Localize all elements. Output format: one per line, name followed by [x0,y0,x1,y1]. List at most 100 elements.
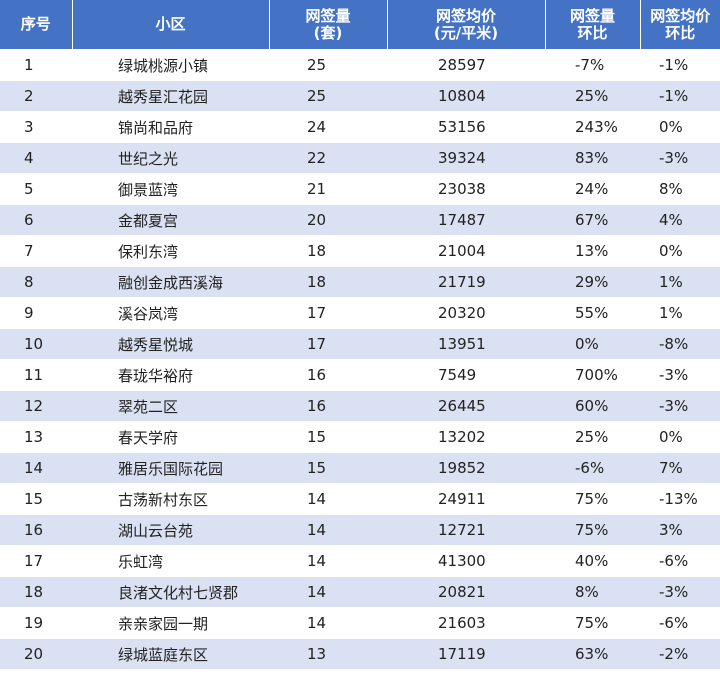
rank-cell: 7 [0,235,72,267]
rank-cell: 16 [0,514,72,546]
count-cell: 16 [269,390,387,422]
price-cell: 13202 [387,421,545,453]
table-row: 2 越秀星汇花园 25 10804 25% -1% [0,80,720,112]
price-mom-cell: 0% [640,111,720,143]
price-mom-cell: -8% [640,328,720,360]
table-row: 20 绿城蓝庭东区 13 17119 63% -2% [0,638,720,670]
price-cell: 17487 [387,204,545,236]
table-row: 8 融创金成西溪海 18 21719 29% 1% [0,266,720,298]
header-count: 网签量 (套) [269,0,388,50]
price-cell: 19852 [387,452,545,484]
price-cell: 41300 [387,545,545,577]
table-row: 14 雅居乐国际花园 15 19852 -6% 7% [0,452,720,484]
count-cell: 18 [269,235,387,267]
community-cell: 御景蓝湾 [72,173,269,205]
count-cell: 22 [269,142,387,174]
price-mom-cell: -3% [640,142,720,174]
count-cell: 15 [269,452,387,484]
price-cell: 17119 [387,638,545,670]
table-row: 18 良渚文化村七贤郡 14 20821 8% -3% [0,576,720,608]
count-mom-cell: 67% [545,204,640,236]
community-cell: 亲亲家园一期 [72,607,269,639]
community-cell: 越秀星悦城 [72,328,269,360]
community-cell: 金都夏宫 [72,204,269,236]
count-mom-cell: -6% [545,452,640,484]
count-cell: 25 [269,49,387,81]
price-cell: 12721 [387,514,545,546]
price-cell: 21603 [387,607,545,639]
price-mom-cell: 1% [640,266,720,298]
table-row: 15 古荡新村东区 14 24911 75% -13% [0,483,720,515]
community-cell: 绿城桃源小镇 [72,49,269,81]
table-row: 4 世纪之光 22 39324 83% -3% [0,142,720,174]
count-mom-cell: 75% [545,607,640,639]
price-mom-cell: 0% [640,421,720,453]
count-mom-cell: 0% [545,328,640,360]
price-mom-cell: -2% [640,638,720,670]
price-mom-cell: 0% [640,235,720,267]
table-row: 11 春珑华裕府 16 7549 700% -3% [0,359,720,391]
header-price-mom: 网签均价 环比 [640,0,720,50]
count-mom-cell: 8% [545,576,640,608]
rank-cell: 17 [0,545,72,577]
count-mom-cell: 75% [545,514,640,546]
table-row: 19 亲亲家园一期 14 21603 75% -6% [0,607,720,639]
table-row: 17 乐虹湾 14 41300 40% -6% [0,545,720,577]
table-row: 13 春天学府 15 13202 25% 0% [0,421,720,453]
price-cell: 21719 [387,266,545,298]
rank-cell: 1 [0,49,72,81]
community-cell: 世纪之光 [72,142,269,174]
price-mom-cell: -13% [640,483,720,515]
community-cell: 绿城蓝庭东区 [72,638,269,670]
count-mom-cell: 75% [545,483,640,515]
community-cell: 湖山云台苑 [72,514,269,546]
count-cell: 13 [269,638,387,670]
count-cell: 14 [269,576,387,608]
rank-cell: 18 [0,576,72,608]
community-cell: 溪谷岚湾 [72,297,269,329]
price-mom-cell: -6% [640,607,720,639]
count-mom-cell: 24% [545,173,640,205]
price-mom-cell: 1% [640,297,720,329]
count-mom-cell: 40% [545,545,640,577]
community-cell: 锦尚和品府 [72,111,269,143]
price-cell: 26445 [387,390,545,422]
ranking-table: 序号 小区 网签量 (套) 网签均价 (元/平米) 网签量 环比 网签均价 环比… [0,0,720,670]
community-cell: 保利东湾 [72,235,269,267]
count-cell: 25 [269,80,387,112]
rank-cell: 10 [0,328,72,360]
price-cell: 10804 [387,80,545,112]
table-row: 10 越秀星悦城 17 13951 0% -8% [0,328,720,360]
price-cell: 24911 [387,483,545,515]
rank-cell: 5 [0,173,72,205]
price-cell: 13951 [387,328,545,360]
price-cell: 7549 [387,359,545,391]
price-mom-cell: -3% [640,576,720,608]
rank-cell: 14 [0,452,72,484]
rank-cell: 8 [0,266,72,298]
price-cell: 53156 [387,111,545,143]
price-cell: 21004 [387,235,545,267]
count-mom-cell: 60% [545,390,640,422]
rank-cell: 3 [0,111,72,143]
header-count-mom: 网签量 环比 [545,0,641,50]
count-cell: 14 [269,483,387,515]
price-mom-cell: -1% [640,80,720,112]
table-row: 1 绿城桃源小镇 25 28597 -7% -1% [0,49,720,81]
community-cell: 春天学府 [72,421,269,453]
table-row: 7 保利东湾 18 21004 13% 0% [0,235,720,267]
rank-cell: 19 [0,607,72,639]
count-mom-cell: 13% [545,235,640,267]
rank-cell: 4 [0,142,72,174]
count-mom-cell: 25% [545,421,640,453]
community-cell: 乐虹湾 [72,545,269,577]
price-mom-cell: -3% [640,390,720,422]
rank-cell: 13 [0,421,72,453]
table-row: 9 溪谷岚湾 17 20320 55% 1% [0,297,720,329]
count-cell: 14 [269,545,387,577]
price-mom-cell: 3% [640,514,720,546]
rank-cell: 2 [0,80,72,112]
header-community: 小区 [72,0,270,50]
community-cell: 雅居乐国际花园 [72,452,269,484]
price-cell: 20320 [387,297,545,329]
